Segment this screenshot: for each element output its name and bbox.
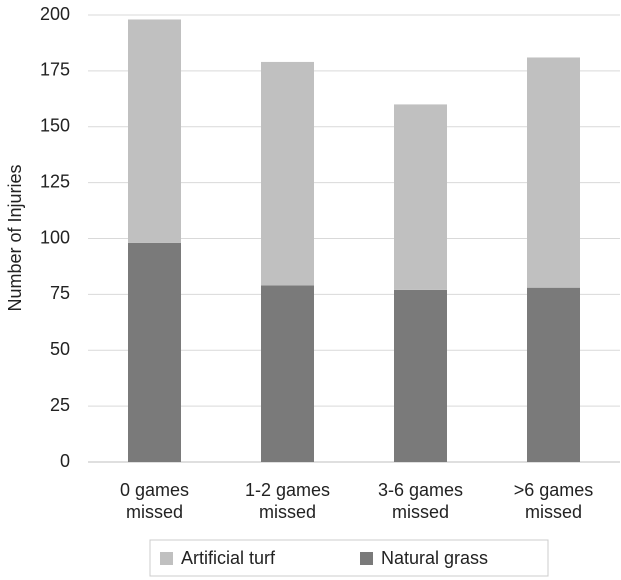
y-tick-label: 0 <box>60 451 70 471</box>
legend-label: Natural grass <box>381 548 488 568</box>
y-tick-label: 75 <box>50 283 70 303</box>
legend-box <box>149 539 549 577</box>
bar-segment <box>527 287 580 462</box>
y-tick-label: 150 <box>40 116 70 136</box>
x-tick-label: >6 games missed <box>513 480 594 522</box>
y-tick-label: 175 <box>40 60 70 80</box>
bar-segment <box>527 57 580 288</box>
y-tick-label: 100 <box>40 227 70 247</box>
y-axis-title: Number of Injuries <box>5 164 25 311</box>
y-tick-label: 200 <box>40 4 70 24</box>
y-tick-label: 125 <box>40 171 70 191</box>
x-tick-label: 0 games missed <box>119 480 190 522</box>
legend-swatch <box>360 552 373 565</box>
bar-segment <box>128 19 181 243</box>
bar-segment <box>261 61 314 286</box>
bar-segment <box>394 289 447 462</box>
bar-segment <box>394 104 447 290</box>
legend-swatch <box>160 552 173 565</box>
bar-segment <box>128 242 181 462</box>
x-tick-label: 3-6 games missed <box>377 480 464 522</box>
y-tick-label: 25 <box>50 395 70 415</box>
bar-segment <box>261 285 314 462</box>
x-tick-label: 1-2 games missed <box>244 480 331 522</box>
y-tick-label: 50 <box>50 339 70 359</box>
legend-label: Artificial turf <box>181 548 276 568</box>
